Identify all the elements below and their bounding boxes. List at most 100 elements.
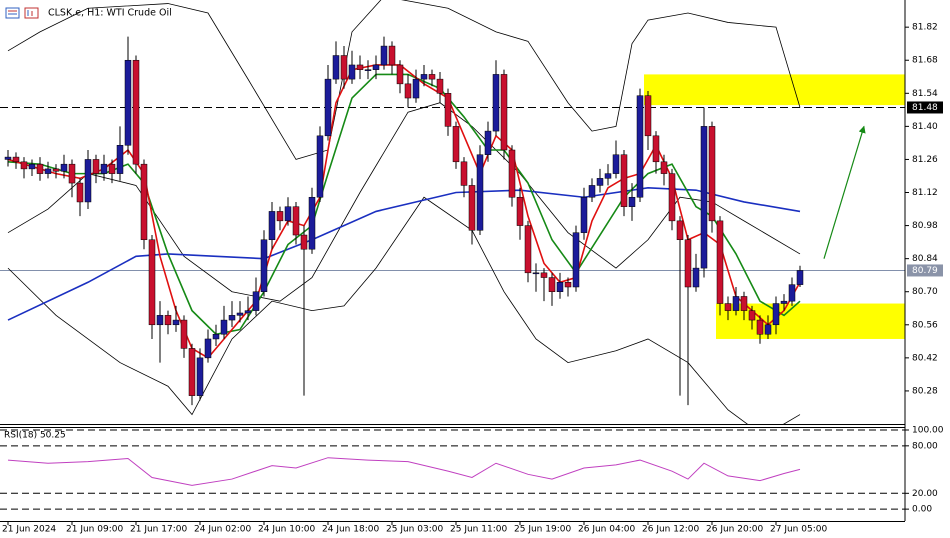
y-tick-label: 81.12	[912, 188, 938, 198]
candle-body	[180, 319, 188, 349]
candle-body	[108, 163, 116, 174]
trend-arrow	[823, 125, 866, 259]
x-tick-label: 26 Jun 12:00	[642, 525, 699, 535]
candle-body	[660, 161, 668, 174]
candle-body	[572, 232, 580, 288]
candle-body	[212, 333, 220, 340]
zone	[716, 303, 905, 339]
level-label: 81.48	[912, 103, 938, 113]
candle-body	[156, 315, 164, 326]
candle-body	[220, 319, 228, 335]
icon	[5, 7, 20, 19]
candle-body	[492, 74, 500, 132]
y-tick-label: 80.56	[912, 320, 938, 330]
candle-body	[348, 64, 356, 80]
candle-body	[580, 196, 588, 233]
candle-body	[116, 145, 124, 174]
candle-body	[28, 163, 36, 170]
candle-body	[20, 161, 28, 170]
y-tick-label: 81.40	[912, 122, 938, 132]
y-tick-label: 100.00	[912, 426, 944, 436]
candle-body	[484, 130, 492, 155]
x-tick-label: 26 Jun 04:00	[578, 525, 635, 535]
current-price-box	[907, 264, 943, 277]
candle-body	[44, 168, 52, 174]
candle-body	[308, 196, 316, 250]
candle-body	[588, 185, 596, 198]
x-tick-label: 25 Jun 19:00	[514, 525, 571, 535]
candle-body	[476, 154, 484, 231]
x-tick-label: 21 Jun 09:00	[66, 525, 123, 535]
candle-body	[708, 126, 716, 222]
candle-body	[100, 163, 108, 174]
candle-body	[508, 149, 516, 198]
x-tick-label: 25 Jun 03:00	[386, 525, 443, 535]
candle-body	[460, 161, 468, 186]
candle-body	[636, 95, 644, 198]
icon	[24, 7, 39, 19]
y-tick-label: 81.26	[912, 155, 938, 165]
zones	[0, 74, 905, 339]
y-tick-label: 80.70	[912, 287, 938, 297]
y-tick-label: 81.54	[912, 89, 938, 99]
candle-body	[284, 206, 292, 222]
candle-body	[764, 324, 772, 335]
candle-body	[444, 93, 452, 127]
candle-body	[300, 234, 308, 250]
current-price-label: 80.79	[912, 266, 938, 276]
candle-body	[148, 239, 156, 326]
candle-body	[652, 135, 660, 163]
candle-body	[796, 270, 804, 285]
candle-body	[124, 59, 132, 146]
candle-body	[692, 267, 700, 288]
indicator-line	[7, 0, 801, 160]
level-label-box	[907, 101, 943, 114]
candle-body	[732, 296, 740, 311]
candle-body	[564, 282, 572, 288]
candle-body	[724, 303, 732, 311]
candle-body	[36, 163, 44, 174]
candle-body	[676, 220, 684, 241]
candle-body	[236, 312, 244, 316]
rsi-line	[7, 457, 801, 486]
candles	[4, 36, 804, 406]
y-tick-label: 80.28	[912, 386, 938, 396]
candle-body	[364, 69, 372, 71]
candle-body	[396, 64, 404, 85]
candle-body	[324, 78, 332, 137]
candle-body	[52, 168, 60, 172]
candle-body	[204, 338, 212, 359]
candle-body	[4, 156, 12, 160]
candle-body	[644, 95, 652, 137]
x-tick-label: 24 Jun 10:00	[258, 525, 315, 535]
candle-body	[716, 220, 724, 304]
y-tick-label: 81.82	[912, 23, 938, 33]
candle-body	[12, 156, 20, 163]
candle-body	[164, 315, 172, 326]
chart-title: CLSK.e, H1: WTI Crude Oil	[48, 8, 172, 19]
candle-body	[92, 159, 100, 174]
candle-body	[292, 206, 300, 236]
y-tick-label: 20.00	[912, 489, 938, 499]
candle-body	[556, 282, 564, 292]
y-tick-label: 0.00	[912, 505, 932, 515]
candle-body	[668, 173, 676, 222]
candle-body	[140, 163, 148, 241]
candle-body	[524, 225, 532, 274]
candle-body	[748, 310, 756, 321]
candle-body	[780, 300, 788, 304]
candle-body	[380, 45, 388, 66]
x-tick-label: 27 Jun 05:00	[770, 525, 827, 535]
candle-body	[612, 154, 620, 174]
candle-body	[68, 163, 76, 184]
candle-body	[772, 303, 780, 326]
candle-body	[500, 74, 508, 151]
candle-body	[788, 284, 796, 302]
rsi-panel	[0, 429, 905, 510]
candle-body	[468, 185, 476, 231]
candle-body	[172, 319, 180, 326]
candle-body	[540, 272, 548, 278]
indicator-line	[7, 64, 801, 359]
